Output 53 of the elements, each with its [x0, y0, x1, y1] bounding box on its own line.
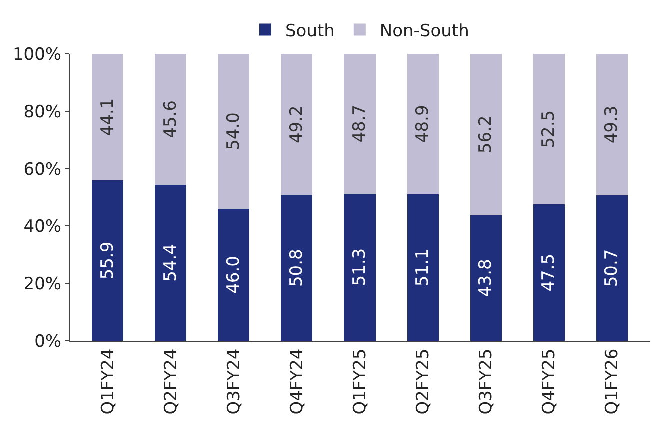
y-tick-label: 80%	[24, 102, 62, 122]
data-label: 48.7	[350, 104, 370, 143]
bar	[281, 195, 313, 341]
x-tick-label: Q3FY24	[224, 348, 244, 415]
data-label: 54.0	[224, 112, 244, 150]
data-label: 55.9	[98, 242, 118, 280]
data-label: 44.1	[98, 98, 118, 136]
data-label: 48.9	[413, 105, 434, 144]
x-tick-label: Q2FY25	[414, 348, 434, 415]
x-tick-label: Q2FY24	[161, 348, 182, 415]
data-label: 51.1	[413, 248, 434, 287]
data-label: 45.6	[160, 100, 181, 138]
legend-label: South	[286, 21, 335, 42]
y-tick-label: 60%	[24, 160, 62, 180]
data-label: 51.3	[350, 248, 370, 286]
bar	[155, 184, 187, 341]
y-tick-label: 20%	[24, 274, 62, 295]
bar	[407, 194, 439, 341]
y-tick-label: 40%	[24, 217, 62, 238]
bar	[344, 54, 376, 194]
bar	[155, 54, 187, 185]
bar	[470, 215, 502, 341]
bar	[470, 54, 502, 216]
data-label: 52.5	[539, 110, 560, 148]
x-tick-label: Q4FY25	[540, 348, 560, 415]
data-label: 50.8	[286, 249, 307, 288]
data-label: 54.4	[160, 244, 181, 282]
data-label: 56.2	[476, 116, 496, 154]
bar	[533, 204, 565, 341]
bar	[344, 194, 376, 341]
y-tick-label: 100%	[12, 44, 62, 65]
data-label: 49.2	[286, 106, 307, 144]
x-tick-label: Q1FY24	[98, 348, 118, 415]
bar	[533, 54, 565, 205]
bar	[596, 54, 628, 196]
bar	[407, 54, 439, 194]
bar	[92, 54, 124, 181]
bar	[92, 180, 124, 341]
bar	[281, 54, 313, 196]
data-label: 46.0	[224, 256, 244, 294]
x-tick-label: Q1FY25	[350, 348, 371, 415]
x-tick-label: Q1FY26	[602, 348, 623, 415]
x-tick-label: Q3FY25	[476, 348, 497, 415]
data-label: 49.3	[602, 106, 622, 144]
data-label: 50.7	[602, 249, 622, 288]
data-label: 43.8	[476, 259, 496, 298]
y-tick-label: 0%	[34, 332, 62, 352]
legend-label: Non-South	[380, 21, 470, 42]
data-label: 47.5	[539, 254, 560, 292]
bar	[218, 208, 250, 341]
bar	[596, 195, 628, 341]
bar	[218, 54, 250, 209]
x-tick-label: Q4FY24	[287, 348, 308, 415]
